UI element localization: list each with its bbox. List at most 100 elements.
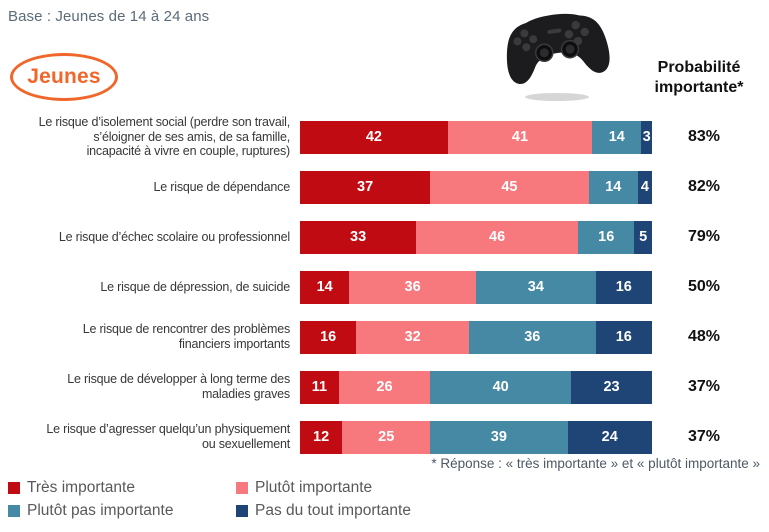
probability-value: 48% [687,328,721,345]
category-label: Le risque de dépression, de suicide [100,279,290,294]
bar-value-label: 5 [639,229,648,245]
legend-label: Plutôt importante [255,479,373,496]
bar-segment: 36 [349,270,476,304]
bar-segment: 16 [300,320,357,354]
bar-value-label: 4 [640,179,649,195]
bar-value-label: 11 [311,379,328,395]
bar-value-label: 41 [511,129,529,145]
bar-value-label: 37 [357,179,374,195]
category-label: Le risque d’échec scolaire ou profession… [58,229,290,244]
bar-segment: 42 [300,120,448,154]
bar-value-label: 24 [601,429,618,445]
legend-item: Très importante [8,479,236,497]
chart-row: Le risque de rencontrer des problèmes fi… [0,312,769,362]
stacked-bar: 12 25 39 24 [300,420,652,454]
chart-row: Le risque d’échec scolaire ou profession… [0,212,769,262]
bar-segment: 32 [356,320,469,354]
bar-segment: 14 [592,120,642,154]
bar-segment: 3 [641,120,652,154]
bar-segment: 4 [637,170,652,204]
probability-title-line1: Probabilité [657,59,741,76]
chart-row: Le risque de dépendance 37 45 14 4 82% [0,162,769,212]
bar-segment: 14 [300,270,350,304]
bar-value-label: 46 [489,229,506,245]
legend-swatch [236,505,248,517]
bar-segment: 16 [595,320,652,354]
bar-value-label: 36 [404,279,421,295]
chart-row: Le risque de dépression, de suicide 14 36 3… [0,262,769,312]
category-label: Le risque de dépendance [153,179,291,194]
legend-item: Plutôt importante [236,479,411,497]
bar-value-label: 32 [404,329,421,345]
probability-value: 37% [687,378,721,395]
bar-segment: 36 [468,320,596,354]
bar-segment: 40 [430,370,572,404]
bar-segment: 26 [338,370,431,404]
bar-value-label: 39 [490,429,507,445]
legend-label: Plutôt pas importante [27,502,174,519]
bar-value-label: 34 [527,279,544,295]
bar-segment: 11 [300,370,339,404]
bar-segment: 46 [416,220,579,254]
bar-value-label: 16 [615,329,632,345]
legend-swatch [236,482,248,494]
bar-value-label: 14 [316,279,333,295]
bar-value-label: 25 [378,429,395,445]
bar-segment: 12 [300,420,343,454]
jeunes-badge-label: Jeunes [27,65,101,88]
bar-segment: 5 [634,220,652,254]
jeunes-badge: Jeunes [10,53,118,101]
stacked-bar: 42 41 14 3 [300,120,652,154]
bar-segment: 24 [567,420,652,454]
category-label: Le risque d’agresser quelqu’un physiquem… [46,422,290,451]
bar-segment: 16 [595,270,652,304]
category-label: Le risque de rencontrer des problèmes fi… [82,322,291,351]
probability-column-title: Probabilité importante* [631,58,767,98]
legend-label: Pas du tout importante [255,502,411,519]
probability-value: 37% [687,428,721,445]
chart-row: Le risque d’isolement social (perdre son… [0,112,769,162]
stacked-bar: 33 46 16 5 [300,220,652,254]
bar-value-label: 40 [492,379,509,395]
bar-value-label: 16 [598,229,615,245]
bar-value-label: 36 [524,329,541,345]
probability-value: 82% [687,178,721,195]
stacked-bar: 16 32 36 16 [300,320,652,354]
probability-value: 50% [687,278,721,295]
bar-segment: 25 [342,420,431,454]
stacked-bar: 14 36 34 16 [300,270,652,304]
bar-segment: 45 [430,170,589,204]
probability-value: 83% [687,128,721,145]
category-label: Le risque d’isolement social (perdre son… [38,115,291,159]
bar-value-label: 16 [320,329,337,345]
bar-value-label: 33 [350,229,367,245]
stacked-bar-chart: Le risque d’isolement social (perdre son… [0,112,769,462]
probability-title-line2: importante* [654,79,744,96]
legend-item: Pas du tout importante [236,502,411,520]
bar-value-label: 12 [313,429,330,445]
legend: Très importante Plutôt importante Plutôt p… [8,479,411,520]
probability-value: 79% [687,228,721,245]
bar-segment: 41 [447,120,593,154]
bar-value-label: 3 [642,129,651,145]
legend-item: Plutôt pas importante [8,502,236,520]
bar-value-label: 23 [603,379,620,395]
bar-value-label: 26 [376,379,393,395]
game-controller-icon [506,13,610,101]
bar-value-label: 45 [501,179,518,195]
bar-value-label: 16 [615,279,632,295]
bar-segment: 37 [300,170,431,204]
bar-segment: 14 [588,170,638,204]
bar-value-label: 14 [605,179,622,195]
base-label: Base : Jeunes de 14 à 24 ans [8,8,210,25]
chart-row: Le risque de développer à long terme des… [0,362,769,412]
bar-segment: 16 [578,220,635,254]
bar-segment: 39 [430,420,568,454]
footnote: * Réponse : « très importante » et « plu… [431,456,760,471]
legend-swatch [8,505,20,517]
bar-segment: 34 [475,270,596,304]
bar-segment: 33 [300,220,417,254]
legend-label: Très importante [27,479,135,496]
chart-row: Le risque d’agresser quelqu’un physiquem… [0,412,769,462]
